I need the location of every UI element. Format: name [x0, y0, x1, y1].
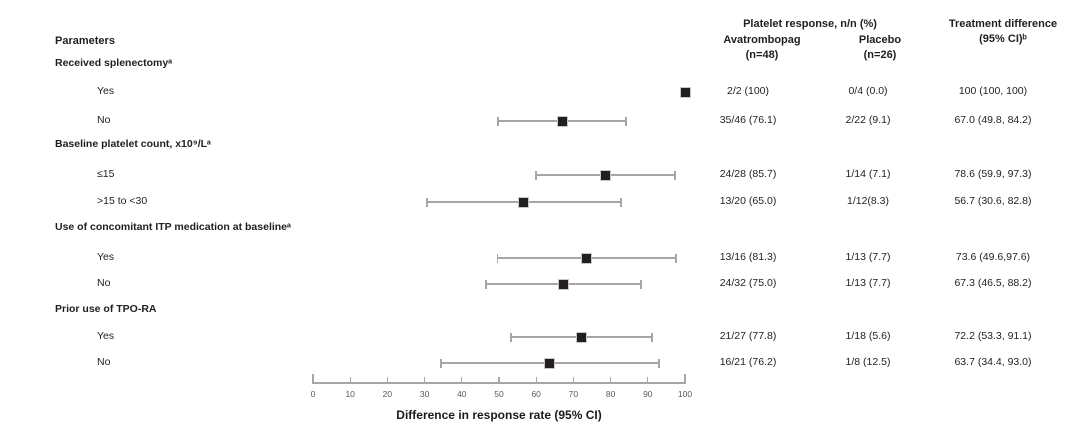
placebo-value: 1/14 (7.1) — [845, 168, 891, 180]
point-estimate-marker — [581, 252, 593, 264]
ci-cap-high — [658, 358, 660, 368]
ci-cap-low — [510, 332, 513, 342]
ci-cap-high — [651, 332, 653, 342]
placebo-value: 1/8 (12.5) — [845, 356, 891, 368]
treatment-difference-header-line1: Treatment difference — [948, 18, 1058, 30]
x-axis-tick — [461, 377, 463, 382]
avatrombopag-value: 24/28 (85.7) — [719, 168, 777, 180]
x-axis-tick-label: 90 — [643, 389, 653, 399]
ci-cap-low — [440, 358, 442, 368]
x-axis-tick-label: 10 — [345, 389, 355, 399]
ci-cap-high — [625, 116, 628, 126]
x-axis-line — [312, 382, 686, 384]
avatrombopag-header-label: Avatrombopag — [723, 34, 801, 46]
x-axis-tick-label: 50 — [494, 389, 504, 399]
point-estimate-marker — [599, 169, 611, 181]
placebo-value: 1/13 (7.7) — [845, 251, 891, 263]
row-label: No — [97, 356, 111, 368]
placebo-value: 1/18 (5.6) — [845, 330, 891, 342]
point-estimate-marker — [556, 115, 568, 127]
section-label: Prior use of TPO-RA — [55, 303, 157, 315]
x-axis-tick — [349, 377, 351, 382]
row-label: No — [97, 277, 111, 289]
section-label: Use of concomitant ITP medication at bas… — [55, 221, 291, 233]
difference-value: 67.0 (49.8, 84.2) — [954, 114, 1032, 126]
column-header-treatment-difference: Treatment difference (95% CI)ᵇ — [903, 17, 1080, 47]
placebo-value: 1/12(8.3) — [846, 195, 890, 207]
ci-cap-high — [620, 197, 622, 207]
avatrombopag-value: 2/2 (100) — [726, 85, 770, 97]
x-axis-tick — [498, 377, 500, 382]
row-label: No — [97, 114, 111, 126]
row-label: Yes — [97, 85, 115, 97]
difference-value: 56.7 (30.6, 82.8) — [954, 195, 1032, 207]
x-axis-title: Difference in response rate (95% CI) — [396, 408, 602, 422]
difference-value: 73.6 (49.6,97.6) — [955, 251, 1031, 263]
point-estimate-marker — [557, 278, 569, 290]
row-label: Yes — [97, 251, 115, 263]
x-axis-tick — [572, 377, 575, 382]
ci-cap-high — [674, 170, 676, 180]
section-label: Baseline platelet count, x10⁹/Lᵃ — [55, 138, 211, 150]
x-axis-tick — [423, 377, 426, 382]
row-label: Yes — [97, 330, 115, 342]
avatrombopag-value: 24/32 (75.0) — [719, 277, 777, 289]
ci-cap-low — [426, 197, 428, 207]
x-axis-tick-label: 40 — [457, 389, 467, 399]
x-axis-tick-label: 60 — [531, 389, 541, 399]
placebo-header-n: (n=26) — [863, 49, 897, 61]
ci-cap-low — [496, 253, 499, 263]
point-estimate-marker — [679, 86, 691, 98]
x-axis-tick-label: 20 — [382, 389, 393, 399]
column-header-placebo: Placebo (n=26) — [830, 33, 930, 63]
ci-cap-low — [535, 170, 537, 180]
difference-value: 67.3 (46.5, 88.2) — [954, 277, 1032, 289]
point-estimate-marker — [544, 357, 556, 369]
x-axis-tick — [647, 377, 649, 382]
ci-cap-low — [497, 116, 500, 126]
row-label: >15 to <30 — [97, 195, 148, 207]
parameters-header: Parameters — [55, 35, 115, 47]
column-group-header: Platelet response, n/n (%) — [743, 18, 877, 30]
x-axis-tick-label: 80 — [605, 389, 616, 399]
x-axis-tick-label: 100 — [677, 389, 693, 399]
x-axis-tick — [386, 377, 389, 382]
difference-value: 78.6 (59.9, 97.3) — [954, 168, 1032, 180]
treatment-difference-header-line2: (95% CI)ᵇ — [979, 33, 1027, 45]
avatrombopag-value: 16/21 (76.2) — [719, 356, 777, 368]
avatrombopag-value: 13/20 (65.0) — [719, 195, 777, 207]
difference-value: 72.2 (53.3, 91.1) — [954, 330, 1032, 342]
point-estimate-marker — [518, 196, 530, 208]
x-axis-tick — [609, 377, 612, 382]
point-estimate-marker — [576, 331, 588, 343]
placebo-header-label: Placebo — [858, 34, 902, 46]
avatrombopag-value: 35/46 (76.1) — [719, 114, 777, 126]
x-axis-tick-label: 30 — [419, 389, 430, 399]
x-axis-tick-label: 70 — [568, 389, 579, 399]
avatrombopag-value: 13/16 (81.3) — [719, 251, 777, 263]
row-label: ≤15 — [97, 168, 115, 180]
placebo-value: 1/13 (7.7) — [845, 277, 891, 289]
ci-cap-high — [640, 279, 642, 289]
x-axis-tick — [535, 377, 537, 382]
section-label: Received splenectomyᵃ — [55, 57, 173, 69]
ci-cap-high — [675, 253, 677, 263]
avatrombopag-value: 21/27 (77.8) — [719, 330, 777, 342]
column-header-avatrombopag: Avatrombopag (n=48) — [698, 33, 826, 63]
x-axis-tick — [312, 374, 314, 382]
difference-value: 63.7 (34.4, 93.0) — [954, 356, 1032, 368]
avatrombopag-header-n: (n=48) — [745, 49, 779, 61]
ci-cap-low — [485, 279, 487, 289]
x-axis-tick — [684, 374, 686, 382]
placebo-value: 2/22 (9.1) — [845, 114, 891, 126]
x-axis-tick-label: 0 — [310, 389, 316, 399]
placebo-value: 0/4 (0.0) — [848, 85, 888, 97]
difference-value: 100 (100, 100) — [958, 85, 1028, 97]
